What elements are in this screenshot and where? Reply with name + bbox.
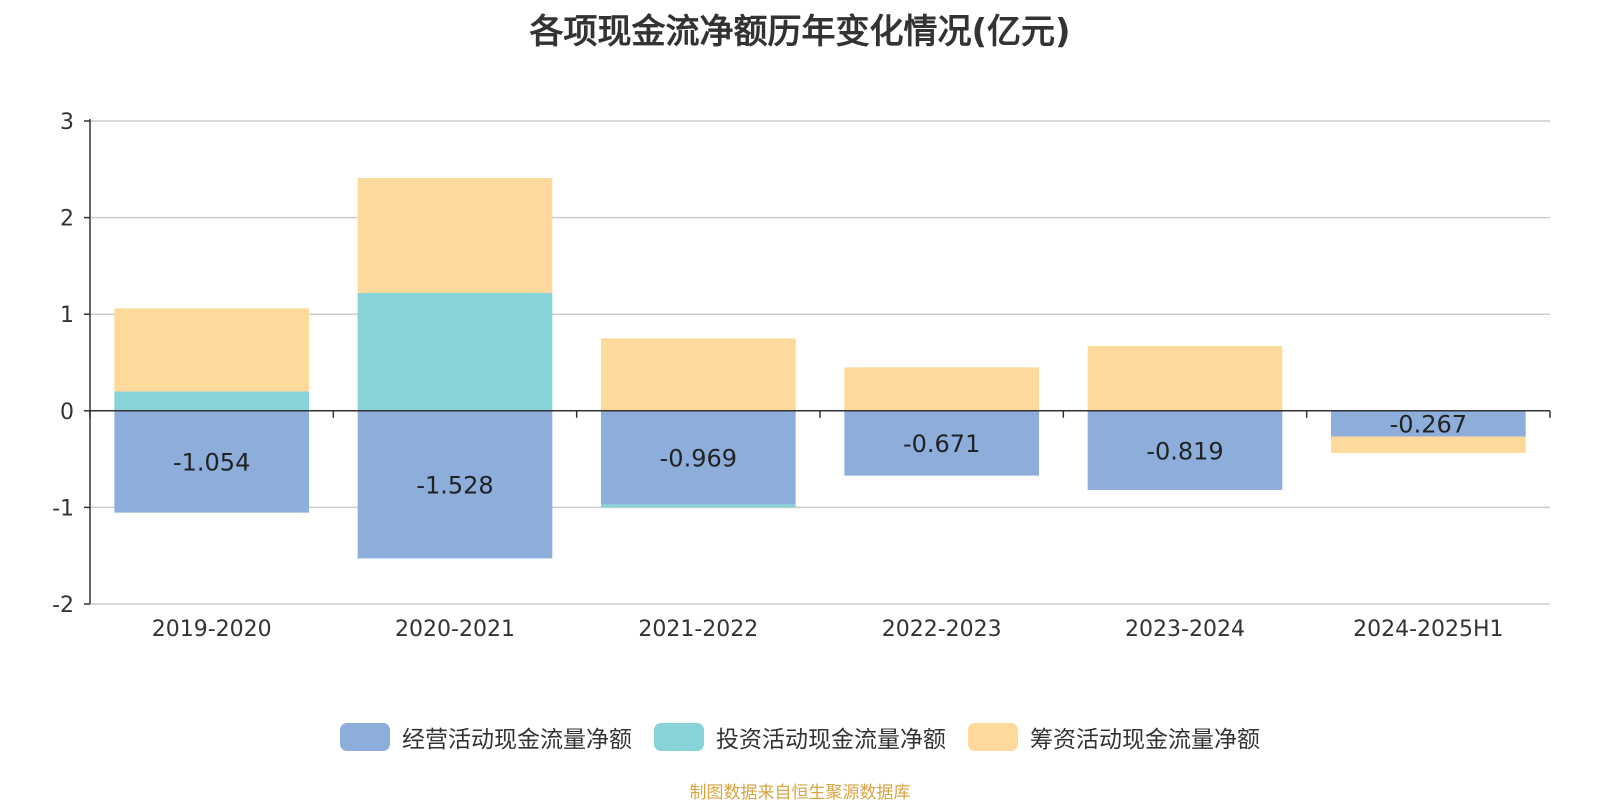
- stacked-bar-chart: -2 -1 0 1 2 3 2019-2020 2020-2021 2021-2022 2022-…: [52, 110, 1551, 642]
- data-labels: -1.054 -1.528 -0.969 -0.671 -0.819 -0.267: [173, 411, 1467, 500]
- data-label: -0.671: [903, 430, 980, 458]
- bar-segment: [601, 338, 796, 411]
- bars: [114, 177, 1526, 559]
- x-tick-label: 2024-2025H1: [1353, 617, 1503, 642]
- bar-segment: [1331, 436, 1526, 454]
- bar-segment: [357, 292, 553, 411]
- bar-segment: [357, 410, 553, 559]
- x-tick-label: 2023-2024: [1125, 617, 1245, 642]
- data-label: -0.969: [660, 445, 737, 473]
- legend-label-financing: 筹资活动现金流量净额: [1030, 727, 1260, 753]
- bar-segment: [601, 410, 796, 505]
- bar-segment: [114, 410, 309, 513]
- bar-segment: [844, 367, 1039, 411]
- y-tick-label: 2: [60, 207, 74, 232]
- legend-item-financing[interactable]: 筹资活动现金流量净额: [968, 720, 1260, 754]
- x-tick-label: 2022-2023: [882, 617, 1002, 642]
- y-tick-label: -1: [52, 496, 74, 521]
- data-label: -0.267: [1390, 411, 1467, 439]
- legend-swatch-investing: [654, 723, 704, 751]
- x-tick-label: 2020-2021: [395, 617, 515, 642]
- data-label: -0.819: [1146, 437, 1223, 465]
- x-tick-label: 2019-2020: [152, 617, 272, 642]
- data-label: -1.528: [416, 472, 493, 500]
- x-tick-label: 2021-2022: [638, 617, 758, 642]
- legend-label-investing: 投资活动现金流量净额: [716, 727, 946, 753]
- grid-lines: [90, 120, 1550, 605]
- legend: 经营活动现金流量净额 投资活动现金流量净额 筹资活动现金流量净额: [0, 720, 1600, 754]
- bar-segment: [601, 504, 796, 508]
- source-note: 制图数据来自恒生聚源数据库: [689, 783, 911, 803]
- legend-item-operating[interactable]: 经营活动现金流量净额: [340, 720, 632, 754]
- legend-label-operating: 经营活动现金流量净额: [402, 727, 632, 753]
- legend-swatch-operating: [340, 723, 390, 751]
- y-tick-label: -2: [52, 593, 74, 618]
- bar-segment: [1087, 346, 1283, 411]
- bar-segment: [1087, 410, 1283, 490]
- y-tick-label: 1: [60, 303, 74, 328]
- bar-segment: [114, 308, 309, 392]
- y-tick-label: 3: [60, 110, 74, 135]
- bar-segment: [357, 177, 553, 293]
- bar-segment: [844, 410, 1039, 476]
- chart-title: 各项现金流净额历年变化情况(亿元): [529, 12, 1071, 52]
- legend-swatch-financing: [968, 723, 1018, 751]
- y-tick-label: 0: [60, 400, 74, 425]
- data-label: -1.054: [173, 449, 250, 477]
- axes: -2 -1 0 1 2 3 2019-2020 2020-2021 2021-2022 2022-…: [52, 110, 1551, 642]
- bar-segment: [1331, 410, 1526, 437]
- bar-segment: [114, 391, 309, 411]
- legend-item-investing[interactable]: 投资活动现金流量净额: [654, 720, 946, 754]
